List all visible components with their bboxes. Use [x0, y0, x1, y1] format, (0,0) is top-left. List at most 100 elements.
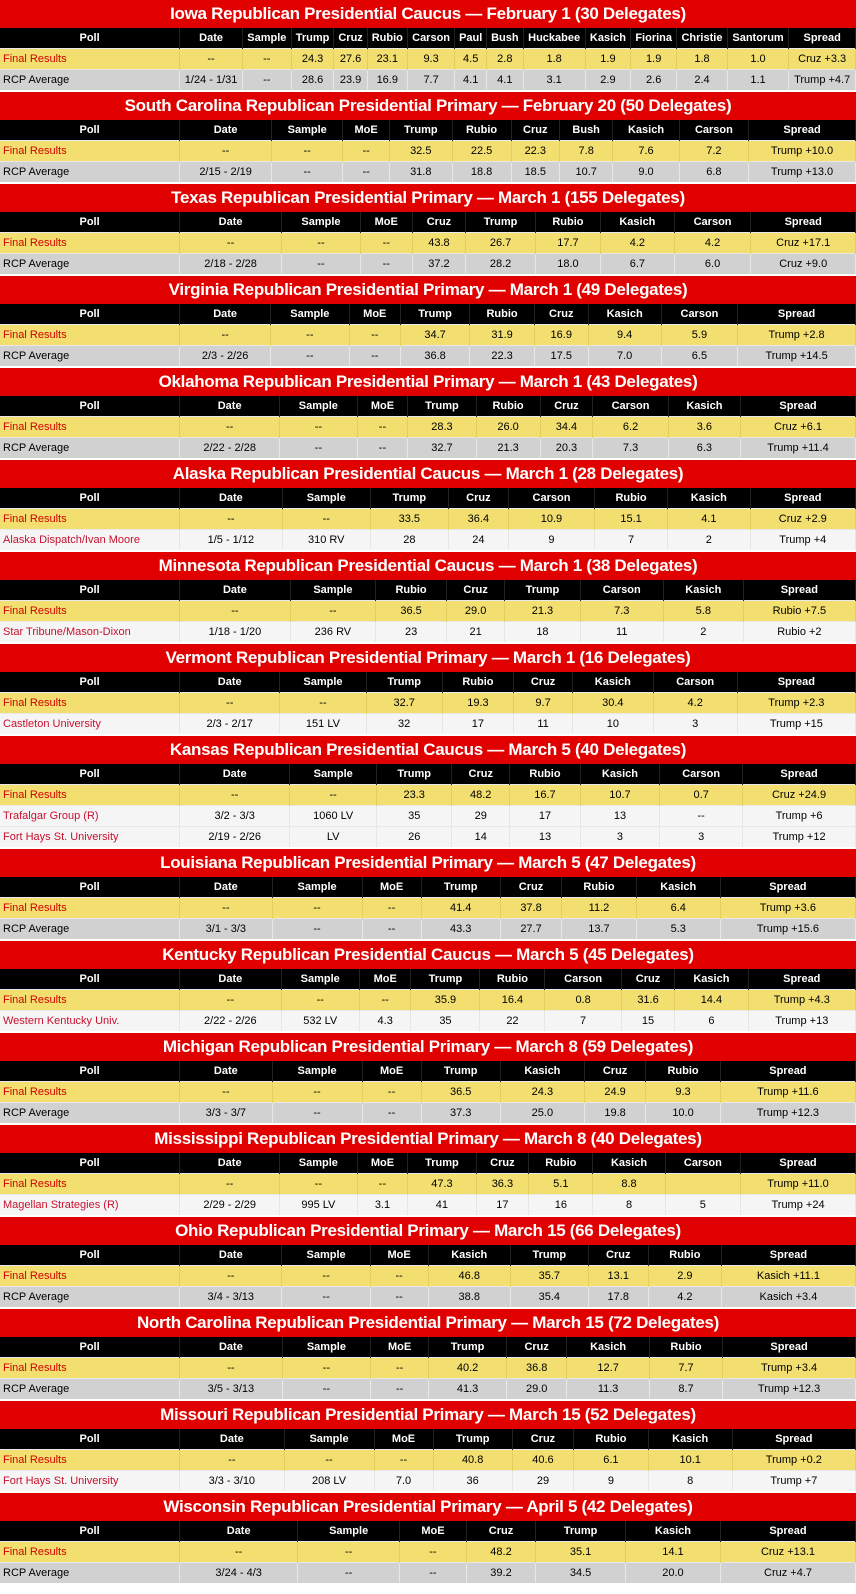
cell-spread: Trump +11.0 — [740, 1172, 856, 1194]
poll-name[interactable]: Final Results — [0, 896, 181, 918]
column-header-rubio: Rubio — [645, 1061, 721, 1081]
poll-name[interactable]: Final Results — [0, 599, 181, 621]
column-header-fiorina: Fiorina — [630, 28, 678, 48]
cell-spread: Trump +3.6 — [720, 896, 856, 918]
race-title[interactable]: Kansas Republican Presidential Caucus — … — [0, 736, 856, 764]
column-header-carson: Carson — [661, 304, 739, 324]
column-header-date: Date — [179, 1245, 283, 1265]
cell-cruz: 29 — [451, 804, 511, 826]
poll-name[interactable]: Final Results — [0, 139, 181, 161]
poll-name[interactable]: RCP Average — [0, 68, 181, 90]
poll-name[interactable]: Final Results — [0, 1264, 181, 1286]
column-header-sample: Sample — [290, 580, 377, 600]
polls-table: Poll Date Sample MoE Kasich Trump Cruz Rubio Spr… — [0, 1245, 856, 1307]
poll-row: Castleton University 2/3 - 2/17 151 LV 32 17… — [0, 712, 856, 734]
race-section-iowa-republican-presidential-caucus: Iowa Republican Presidential Caucus — Fe… — [0, 0, 856, 90]
poll-name[interactable]: Final Results — [0, 47, 181, 69]
polls-table: Poll Date Sample MoE Trump Rubio Carson Cruz Kas… — [0, 969, 856, 1031]
column-header-kasich: Kasich — [500, 1061, 585, 1081]
cell-moe: -- — [399, 1561, 467, 1583]
cell-spread: Cruz +17.1 — [750, 231, 856, 253]
poll-name[interactable]: Final Results — [0, 1540, 181, 1562]
cell-spread: Cruz +13.1 — [720, 1540, 856, 1562]
cell-rubio: 22.3 — [469, 344, 536, 366]
poll-name[interactable]: RCP Average — [0, 160, 181, 182]
race-title[interactable]: Ohio Republican Presidential Primary — M… — [0, 1217, 856, 1245]
poll-name[interactable]: Trafalgar Group (R) — [0, 804, 181, 826]
cell-carson: 9 — [508, 528, 595, 550]
cell-date: 3/3 - 3/10 — [179, 1469, 285, 1491]
cell-sample: -- — [271, 139, 344, 161]
poll-name[interactable]: Final Results — [0, 231, 181, 253]
cell-rubio: 13 — [509, 825, 581, 847]
poll-name[interactable]: Final Results — [0, 1448, 181, 1470]
cell-rubio: 4.2 — [648, 1285, 722, 1307]
column-header-rubio: Rubio — [442, 672, 515, 692]
race-title[interactable]: Iowa Republican Presidential Caucus — Fe… — [0, 0, 856, 28]
poll-name[interactable]: Western Kentucky Univ. — [0, 1009, 181, 1031]
cell-spread: Trump +15.6 — [720, 917, 856, 939]
poll-name[interactable]: Final Results — [0, 1172, 181, 1194]
column-header-poll: Poll — [0, 1061, 181, 1081]
race-title[interactable]: Alaska Republican Presidential Caucus — … — [0, 460, 856, 488]
poll-name[interactable]: RCP Average — [0, 344, 181, 366]
poll-name[interactable]: Fort Hays St. University — [0, 825, 181, 847]
race-title[interactable]: North Carolina Republican Presidential P… — [0, 1309, 856, 1337]
poll-name[interactable]: RCP Average — [0, 436, 181, 458]
poll-name[interactable]: Castleton University — [0, 712, 181, 734]
poll-name[interactable]: Final Results — [0, 1080, 181, 1102]
poll-name[interactable]: RCP Average — [0, 917, 181, 939]
poll-name[interactable]: RCP Average — [0, 1101, 181, 1123]
race-title[interactable]: Mississippi Republican Presidential Prim… — [0, 1125, 856, 1153]
cell-kasich: 4.2 — [600, 231, 675, 253]
final-results-row: Final Results -- -- -- 47.3 36.3 5.1 8.8 Trump +… — [0, 1172, 856, 1194]
poll-name[interactable]: RCP Average — [0, 1285, 181, 1307]
race-title[interactable]: Vermont Republican Presidential Primary … — [0, 644, 856, 672]
cell-date: -- — [179, 599, 291, 621]
column-header-kasich: Kasich — [585, 28, 632, 48]
cell-carson: 4.2 — [653, 691, 738, 713]
race-title[interactable]: Minnesota Republican Presidential Caucus… — [0, 552, 856, 580]
poll-name[interactable]: Final Results — [0, 507, 181, 529]
cell-cruz: 37.2 — [412, 252, 467, 274]
cell-spread: Trump +4.7 — [788, 68, 856, 90]
poll-name[interactable]: Magellan Strategies (R) — [0, 1193, 181, 1215]
poll-name[interactable]: RCP Average — [0, 1561, 181, 1583]
poll-name[interactable]: RCP Average — [0, 252, 181, 274]
column-header-date: Date — [179, 1429, 285, 1449]
column-header-rubio: Rubio — [469, 304, 536, 324]
column-header-kasich: Kasich — [580, 764, 661, 784]
poll-name[interactable]: Alaska Dispatch/Ivan Moore — [0, 528, 181, 550]
poll-name[interactable]: Final Results — [0, 415, 181, 437]
race-title[interactable]: Wisconsin Republican Presidential Primar… — [0, 1493, 856, 1521]
race-title[interactable]: Louisiana Republican Presidential Primar… — [0, 849, 856, 877]
race-title[interactable]: Texas Republican Presidential Primary — … — [0, 184, 856, 212]
race-title[interactable]: Oklahoma Republican Presidential Primary… — [0, 368, 856, 396]
poll-name[interactable]: Final Results — [0, 1356, 181, 1378]
race-title[interactable]: Michigan Republican Presidential Primary… — [0, 1033, 856, 1061]
race-title[interactable]: Kentucky Republican Presidential Caucus … — [0, 941, 856, 969]
race-title[interactable]: Virginia Republican Presidential Primary… — [0, 276, 856, 304]
cell-trump: 26.7 — [465, 231, 536, 253]
poll-name[interactable]: Final Results — [0, 988, 181, 1010]
poll-name[interactable]: Final Results — [0, 323, 181, 345]
race-title[interactable]: Missouri Republican Presidential Primary… — [0, 1401, 856, 1429]
cell-rubio: 10.0 — [645, 1101, 721, 1123]
cell-sample: -- — [242, 47, 292, 69]
header-row: Poll Date Sample MoE Trump Rubio Cruz Bush Kasic… — [0, 120, 856, 140]
column-header-spread: Spread — [748, 969, 856, 989]
poll-name[interactable]: RCP Average — [0, 1377, 181, 1399]
cell-santorum: 1.1 — [727, 68, 790, 90]
column-header-cruz: Cruz — [513, 672, 574, 692]
poll-name[interactable]: Final Results — [0, 691, 181, 713]
final-results-row: Final Results -- -- 23.3 48.2 16.7 10.7 0.7 Cruz… — [0, 783, 856, 805]
race-title[interactable]: South Carolina Republican Presidential P… — [0, 92, 856, 120]
column-header-sample: Sample — [284, 1429, 375, 1449]
poll-name[interactable]: Final Results — [0, 783, 181, 805]
poll-name[interactable]: Star Tribune/Mason-Dixon — [0, 620, 181, 642]
cell-trump: 35.9 — [410, 988, 481, 1010]
column-header-cruz: Cruz — [534, 304, 589, 324]
race-section-louisiana-republican-presidential-primary: Louisiana Republican Presidential Primar… — [0, 849, 856, 939]
column-header-spread: Spread — [750, 488, 856, 508]
poll-name[interactable]: Fort Hays St. University — [0, 1469, 181, 1491]
